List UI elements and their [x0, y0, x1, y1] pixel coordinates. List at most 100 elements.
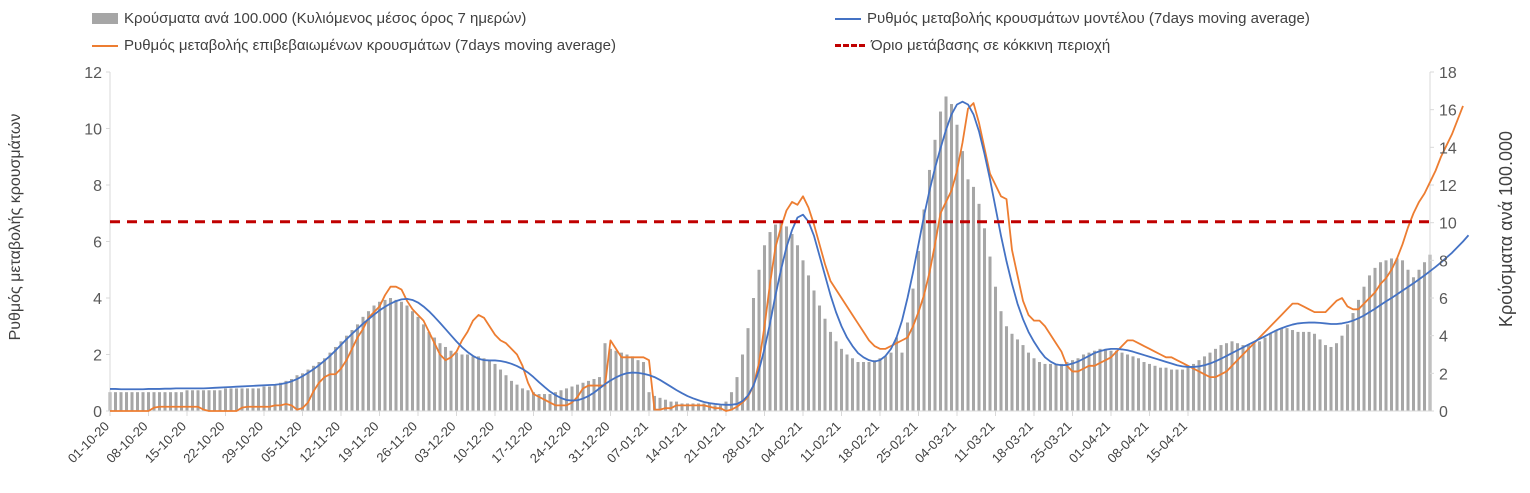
- bar: [850, 358, 855, 411]
- bar: [1186, 367, 1190, 411]
- bar: [779, 222, 783, 411]
- bar: [1081, 354, 1086, 411]
- bar: [124, 392, 129, 411]
- right-tick-label: 6: [1439, 291, 1448, 308]
- bar: [223, 388, 228, 411]
- bar: [592, 378, 596, 411]
- bar: [867, 362, 871, 411]
- bar: [746, 328, 750, 411]
- bar: [372, 305, 376, 411]
- right-tick-label: 2: [1439, 366, 1448, 383]
- bar: [130, 392, 134, 411]
- bar: [366, 311, 371, 411]
- left-tick-label: 0: [93, 404, 102, 421]
- bar: [1417, 269, 1421, 411]
- bar: [911, 288, 915, 411]
- bar: [1340, 335, 1344, 411]
- bar: [1136, 358, 1141, 411]
- x-tick-label: 25-03-21: [1027, 419, 1074, 466]
- bar: [421, 324, 426, 411]
- bar: [806, 275, 811, 411]
- right-tick-label: 10: [1439, 216, 1457, 233]
- bar: [1131, 356, 1135, 411]
- bar: [234, 388, 239, 411]
- legend-threshold-label: Όριο μετάβασης σε κόκκινη περιοχή: [871, 37, 1111, 54]
- bar: [1230, 341, 1234, 411]
- bar: [933, 139, 937, 412]
- bar: [1395, 258, 1399, 411]
- bar: [218, 390, 222, 411]
- bar: [691, 403, 695, 411]
- bar: [894, 337, 899, 411]
- bar: [284, 380, 288, 411]
- bar: [949, 104, 954, 412]
- bar: [1142, 362, 1146, 411]
- bar: [944, 96, 948, 411]
- bar: [465, 354, 470, 411]
- bar: [1389, 258, 1394, 411]
- bar: [163, 392, 167, 411]
- bar: [883, 356, 888, 411]
- bar: [1048, 363, 1053, 411]
- bar: [410, 311, 415, 411]
- bar: [493, 363, 497, 411]
- bar: [559, 390, 563, 411]
- bar: [1301, 331, 1306, 411]
- bar: [487, 360, 492, 411]
- bar: [1147, 363, 1152, 411]
- x-tick-label: 15-10-20: [142, 419, 189, 466]
- bar: [1422, 262, 1427, 411]
- model-rate-line: [110, 100, 1470, 406]
- bar: [1356, 299, 1361, 411]
- bar: [1180, 369, 1185, 411]
- bar: [185, 390, 189, 411]
- bar: [355, 324, 360, 411]
- bar: [636, 360, 640, 411]
- bar: [454, 352, 459, 411]
- bar: [603, 343, 607, 411]
- bar: [388, 298, 393, 411]
- bar: [333, 346, 338, 411]
- bar: [383, 299, 387, 411]
- lines-layer: [110, 100, 1470, 412]
- bar: [1164, 367, 1168, 411]
- bar: [1290, 330, 1295, 411]
- bar: [1158, 367, 1163, 411]
- x-tick-label: 28-01-21: [719, 419, 766, 466]
- bar: [273, 384, 277, 411]
- bar: [927, 169, 932, 411]
- right-tick-label: 16: [1439, 103, 1457, 120]
- bar: [295, 375, 299, 411]
- bar: [812, 290, 816, 411]
- bar: [245, 388, 250, 411]
- x-tick-label: 18-03-21: [989, 419, 1036, 466]
- x-tick-label: 21-01-21: [681, 419, 728, 466]
- bar: [168, 392, 173, 411]
- bar: [669, 401, 673, 411]
- bar: [1263, 337, 1267, 411]
- bar: [955, 124, 959, 411]
- bar: [1246, 345, 1251, 411]
- x-tick-label: 05-11-20: [258, 419, 305, 466]
- bar: [1021, 345, 1025, 411]
- bar: [438, 343, 442, 411]
- bar: [152, 392, 156, 411]
- bar: [1114, 350, 1119, 411]
- right-tick-label: 8: [1439, 253, 1448, 270]
- bar: [1120, 352, 1124, 411]
- x-tick-label: 19-11-20: [335, 419, 382, 466]
- bar: [1362, 286, 1366, 411]
- bar: [119, 392, 123, 411]
- x-tick-label: 04-03-21: [912, 419, 959, 466]
- right-tick-label: 14: [1439, 140, 1457, 157]
- bar: [581, 382, 585, 411]
- left-axis-title: Ρυθμός μεταβολής κρουσμάτων: [7, 114, 24, 341]
- bar: [658, 397, 662, 411]
- bar: [900, 352, 904, 411]
- bar: [553, 392, 558, 411]
- x-tick-label: 01-04-21: [1066, 419, 1113, 466]
- bar: [702, 403, 706, 411]
- bar: [817, 305, 822, 411]
- bar: [460, 354, 464, 411]
- bar: [1224, 343, 1229, 411]
